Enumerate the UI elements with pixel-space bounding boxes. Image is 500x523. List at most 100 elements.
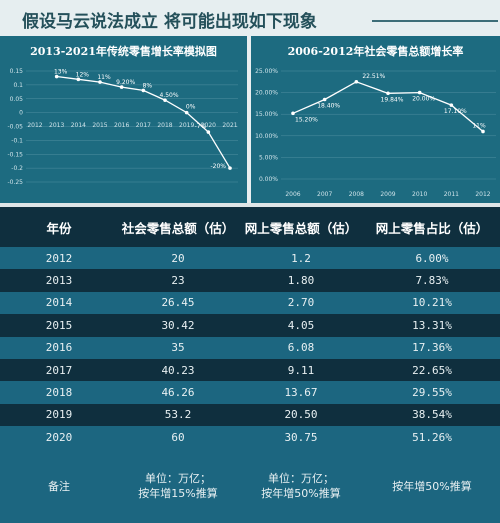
x-tick-label: 2009 (380, 191, 395, 198)
data-label: 20.00% (412, 96, 435, 103)
data-label: 18.40% (317, 103, 340, 110)
chart-title: 2013-2021年传统零售增长率模拟图 (30, 45, 217, 58)
data-point (98, 80, 102, 84)
y-tick-label: 10.00% (255, 133, 278, 140)
table-row: 2012 20 1.2 6.00% (0, 247, 500, 270)
table-row: 2016 35 6.08 17.36% (0, 336, 500, 359)
data-point (119, 85, 124, 89)
table-cell: 46.26 (161, 386, 195, 400)
table-cell: 22.65% (412, 363, 452, 377)
data-label: 15.20% (295, 116, 318, 123)
table-cell: 2019 (45, 408, 73, 422)
section-divider (0, 203, 500, 207)
table-cell: 2020 (45, 430, 73, 444)
data-label: 9.20% (116, 79, 135, 86)
column-header: 网上零售占比（估） (375, 220, 489, 236)
table-cell: 2.70 (287, 296, 315, 310)
table-cell: 10.21% (412, 296, 452, 310)
column-header: 网上零售总额（估） (244, 220, 358, 236)
data-point (54, 74, 59, 79)
chart-traditional-retail-growth: 0.15 0.1 0.05 0 -0.05 -0.1 -0.15 -0.2 -0.25 2012 2… (7, 68, 238, 186)
table-cell: 2018 (45, 386, 73, 400)
x-tick-label: 2012 (27, 122, 42, 129)
table-cell: 13.67 (284, 386, 318, 400)
y-tick-label: -0.15 (7, 151, 23, 158)
x-tick-label: 2015 (92, 122, 107, 129)
x-tick-label: 2017 (136, 122, 151, 129)
data-label: 0% (186, 104, 196, 111)
data-label: 19.84% (381, 96, 404, 103)
footer-note: 单位：万亿； 按年增15%推算 (118, 471, 238, 501)
y-tick-label: 0.05 (10, 96, 24, 103)
data-label: 4.50% (159, 92, 178, 99)
y-tick-label: 0.1 (13, 82, 23, 89)
data-label: 11% (97, 74, 111, 81)
table-cell: 13.31% (412, 318, 452, 332)
footer-note: 按年增50%推算 (392, 479, 472, 493)
table-cell: 40.23 (161, 363, 195, 377)
data-point (141, 88, 146, 93)
table-cell: 29.55% (412, 386, 452, 400)
footer-note-line: 单位：万亿； (145, 472, 211, 485)
data-label: -7% (195, 123, 207, 130)
table-row: 2020 60 30.75 51.26% (0, 426, 500, 449)
table-cell: 30.42 (161, 318, 195, 332)
table-cell: 1.80 (287, 274, 315, 288)
data-point (228, 166, 232, 170)
table-cell: 23 (171, 274, 185, 288)
data-label: -20% (210, 163, 226, 170)
x-tick-label: 2020 (201, 122, 216, 129)
data-point (449, 103, 454, 107)
data-point (354, 79, 359, 84)
headline-banner: 假设马云说法成立 将可能出现如下现象 (0, 0, 500, 36)
table-cell: 7.83% (415, 274, 449, 288)
data-label: 12% (76, 71, 90, 78)
x-tick-label: 2016 (114, 122, 129, 129)
x-tick-label: 2014 (71, 122, 86, 129)
footer-note-line: 按年增15%推算 (138, 487, 218, 500)
data-point (163, 98, 167, 102)
data-point (417, 90, 422, 95)
footer-note-line: 按年增50%推算 (261, 487, 341, 500)
table-row: 2018 46.26 13.67 29.55% (0, 381, 500, 404)
table-row: 2015 30.42 4.05 13.31% (0, 314, 500, 337)
data-label: 11% (472, 122, 486, 129)
x-tick-label: 2021 (222, 122, 237, 129)
x-tick-label: 2012 (475, 191, 490, 198)
table-row: 2019 53.2 20.50 38.54% (0, 403, 500, 427)
y-tick-label: -0.1 (11, 137, 23, 144)
data-point (386, 91, 390, 96)
data-point (322, 97, 327, 102)
data-label: 13% (54, 69, 68, 76)
chart-panel-social-retail: 2006-2012年社会零售总额增长率 25.00% 20.00% 15.00% 10… (251, 36, 500, 203)
headline-rule (372, 20, 498, 22)
table-cell: 20 (171, 251, 185, 265)
table-cell: 17.36% (412, 341, 452, 355)
y-tick-label: 5.00% (259, 154, 278, 161)
table-cell: 53.2 (164, 408, 192, 422)
table-cell: 35 (171, 341, 185, 355)
table-cell: 26.45 (161, 296, 195, 310)
headline-text: 假设马云说法成立 将可能出现如下现象 (22, 12, 317, 32)
table-row: 2014 26.45 2.70 10.21% (0, 291, 500, 315)
column-header: 社会零售总额（估） (121, 220, 235, 236)
data-point (206, 130, 211, 134)
table-cell: 4.05 (287, 318, 315, 332)
table-cell: 2014 (45, 296, 73, 310)
y-tick-label: 0 (19, 110, 23, 117)
chart-title: 2006-2012年社会零售总额增长率 (287, 45, 464, 58)
table-header-row: 年份 社会零售总额（估） 网上零售总额（估） 网上零售占比（估） (0, 207, 500, 247)
chart-social-retail-growth: 25.00% 20.00% 15.00% 10.00% 5.00% 0.00% 2006 20… (255, 68, 496, 198)
y-tick-label: 15.00% (255, 111, 278, 118)
table-cell: 51.26% (412, 430, 452, 444)
data-point (184, 110, 189, 115)
y-tick-label: 0.00% (259, 176, 278, 183)
table-cell: 38.54% (412, 408, 452, 422)
y-tick-label: -0.2 (11, 165, 23, 172)
x-tick-label: 2008 (349, 191, 364, 198)
chart-panel-traditional-retail: 2013-2021年传统零售增长率模拟图 0.15 0.1 0.05 0 -0.05 -0… (0, 36, 247, 203)
table-cell: 60 (171, 430, 185, 444)
x-tick-label: 2006 (285, 191, 300, 198)
footer-label: 备注 (48, 479, 70, 493)
data-point (291, 111, 295, 116)
